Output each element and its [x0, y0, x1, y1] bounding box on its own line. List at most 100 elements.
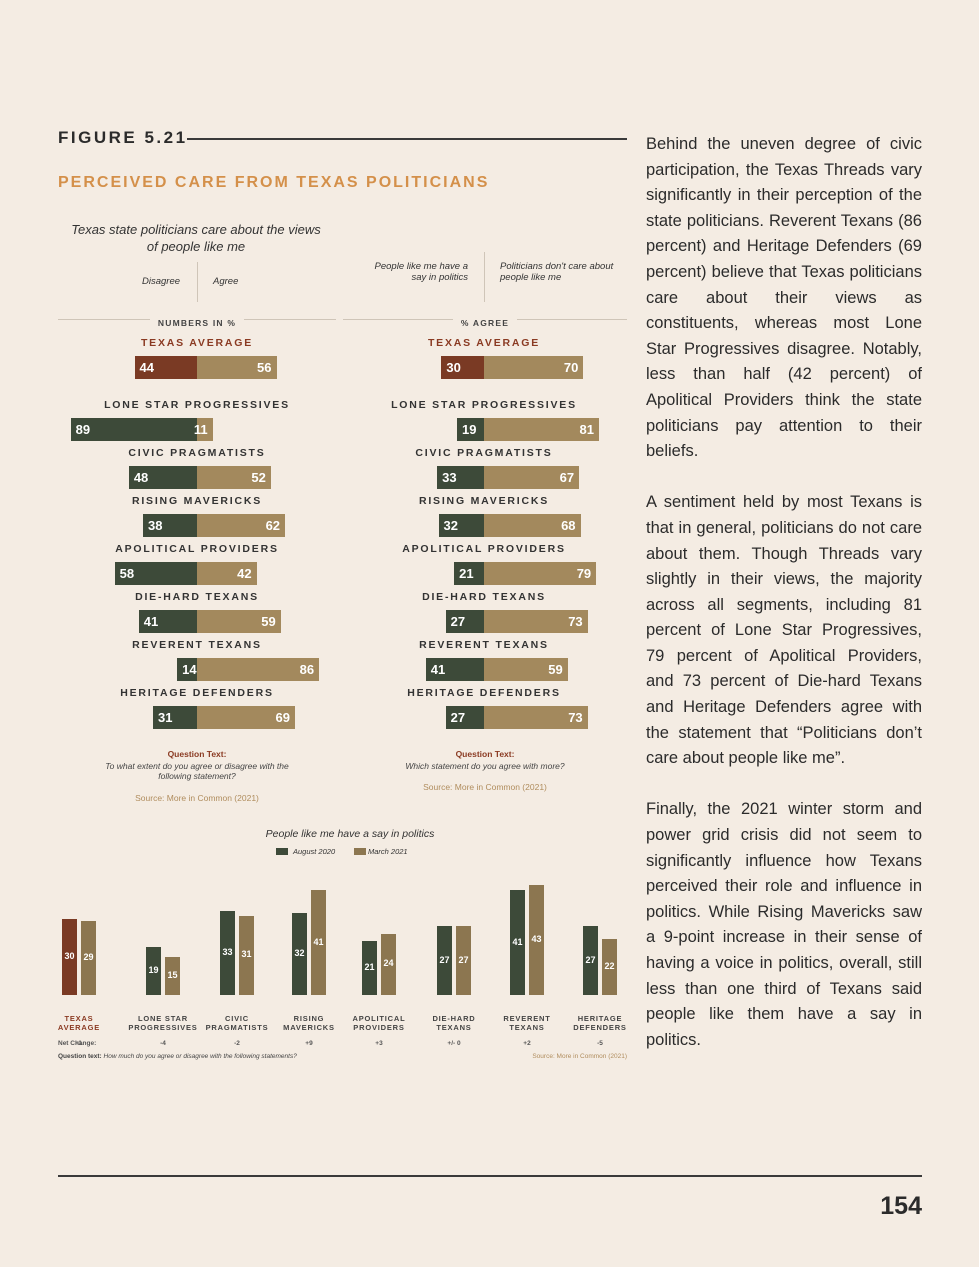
- column-value-label: 24: [383, 958, 394, 969]
- column-bar-aug-2020: [62, 918, 77, 995]
- column-category-label: TEXAS AVERAGE: [39, 1014, 119, 1032]
- column-category-line: APOLITICAL: [352, 1014, 406, 1023]
- right-source: Source: More in Common (2021): [423, 782, 547, 792]
- right-bar-say: [441, 356, 484, 379]
- figure-label: FIGURE 5.21: [58, 128, 188, 147]
- left-value-left: 31: [157, 710, 173, 725]
- legend-label-mar-2021: March 2021: [368, 847, 408, 856]
- left-value-left: 44: [139, 360, 154, 375]
- column-category-label: DIE-HARD TEXANS: [414, 1014, 494, 1032]
- left-value-left: 58: [119, 566, 135, 581]
- column-category-label: LONE STAR PROGRESSIVES: [123, 1014, 203, 1032]
- column-category-line: PROVIDERS: [353, 1022, 405, 1032]
- legend-swatch-mar-2021: [354, 848, 366, 855]
- left-category-label: DIE-HARD TEXANS: [135, 591, 259, 603]
- column-value-label: 27: [585, 954, 596, 965]
- right-question-text: Which statement do you agree with more?: [405, 761, 565, 771]
- column-bar-aug-2020: [220, 910, 235, 995]
- column-value-label: 31: [241, 949, 252, 960]
- right-value-left: 27: [450, 614, 466, 629]
- column-value-label: 33: [222, 946, 233, 957]
- page-number: 154: [880, 1192, 922, 1220]
- left-value-right: 11: [193, 422, 208, 437]
- column-value-label: 32: [294, 948, 305, 959]
- right-section-header-wrap: % AGREE: [343, 313, 627, 331]
- right-bar-say: [457, 418, 484, 441]
- column-category-label: CIVIC PRAGMATISTS: [197, 1014, 277, 1032]
- right-bar-dont-care: [484, 658, 568, 681]
- figure-title: PERCEIVED CARE FROM TEXAS POLITICIANS: [58, 174, 490, 191]
- left-value-right: 56: [257, 360, 272, 375]
- column-bar-aug-2020: [146, 946, 161, 995]
- right-value-left: 21: [459, 566, 474, 581]
- left-bar-agree: [197, 514, 286, 537]
- column-bar-aug-2020: [292, 913, 307, 995]
- left-bar-disagree: [134, 356, 197, 379]
- left-bar-agree: [197, 418, 213, 441]
- right-value-left: 30: [446, 360, 461, 375]
- footer-rule: [58, 1175, 922, 1177]
- right-value-right: 59: [548, 662, 563, 677]
- column-bar-mar-2021: [239, 915, 254, 995]
- column-bar-mar-2021: [456, 926, 471, 995]
- dont-care-label: Politicians don't care about people like…: [500, 261, 614, 283]
- column-bar-aug-2020: [362, 941, 377, 995]
- right-bar-say: [437, 466, 484, 489]
- right-value-right: 68: [561, 518, 576, 533]
- net-change-value: -1: [76, 1040, 82, 1047]
- left-value-left: 38: [148, 518, 163, 533]
- column-bar-mar-2021: [529, 885, 544, 995]
- column-bar-aug-2020: [510, 890, 525, 995]
- right-bar-dont-care: [484, 562, 597, 585]
- right-bar-dont-care: [484, 514, 581, 537]
- figure-rule: [187, 138, 627, 140]
- net-change-value: -2: [234, 1040, 240, 1047]
- right-category-label: RISING MAVERICKS: [418, 495, 550, 507]
- column-category-line: DIE-HARD: [432, 1014, 476, 1023]
- bottom-source: Source: More in Common (2021): [532, 1053, 627, 1060]
- left-category-label: TEXAS AVERAGE: [140, 337, 254, 349]
- column-category-line: LONE STAR: [138, 1014, 188, 1023]
- right-bar-say: [445, 610, 484, 633]
- left-divider: [197, 262, 198, 302]
- right-value-right: 73: [568, 614, 583, 629]
- left-category-label: CIVIC PRAGMATISTS: [128, 447, 266, 459]
- column-chart-title: People like me have a say in politics: [265, 828, 435, 840]
- column-bar-mar-2021: [602, 938, 617, 995]
- left-bar-agree: [197, 562, 257, 585]
- net-change-value: +9: [305, 1040, 313, 1047]
- column-category-line: AVERAGE: [57, 1022, 101, 1032]
- left-category-label: REVERENT TEXANS: [132, 639, 262, 651]
- right-bar-dont-care: [484, 356, 584, 379]
- left-section-header-wrap: NUMBERS IN %: [58, 313, 336, 331]
- right-bar-say: [425, 658, 484, 681]
- left-bar-agree: [197, 610, 281, 633]
- column-value-label: 19: [148, 964, 159, 975]
- right-category-label: LONE STAR PROGRESSIVES: [391, 399, 577, 411]
- body-paragraph-2: A sentiment held by most Texans is that …: [646, 493, 922, 768]
- column-category-line: TEXANS: [509, 1022, 545, 1032]
- column-value-label: 27: [439, 954, 450, 965]
- column-value-label: 22: [604, 960, 615, 971]
- say-label: People like me have a say in politics: [374, 261, 468, 283]
- net-change-value: +3: [375, 1040, 383, 1047]
- column-bar-aug-2020: [437, 926, 452, 995]
- net-change-value: +2: [523, 1040, 531, 1047]
- column-category-label: RISING MAVERICKS: [269, 1014, 349, 1032]
- left-bar-disagree: [128, 466, 197, 489]
- right-value-right: 81: [579, 422, 595, 437]
- column-category-line: CIVIC: [224, 1014, 249, 1023]
- left-bar-disagree: [70, 418, 197, 441]
- net-change-value: +/- 0: [447, 1040, 461, 1047]
- left-bar-disagree: [143, 514, 197, 537]
- left-bar-agree: [197, 356, 277, 379]
- right-value-left: 19: [462, 422, 477, 437]
- column-value-label: 15: [167, 969, 178, 980]
- column-category-label: REVERENT TEXANS: [487, 1014, 567, 1032]
- bottom-question: Question text: How much do you agree or …: [58, 1053, 297, 1060]
- column-value-label: 41: [512, 936, 523, 947]
- left-category-label: RISING MAVERICKS: [131, 495, 263, 507]
- right-category-label: TEXAS AVERAGE: [427, 337, 541, 349]
- left-value-left: 89: [75, 422, 91, 437]
- column-category-line: TEXAS: [64, 1014, 94, 1023]
